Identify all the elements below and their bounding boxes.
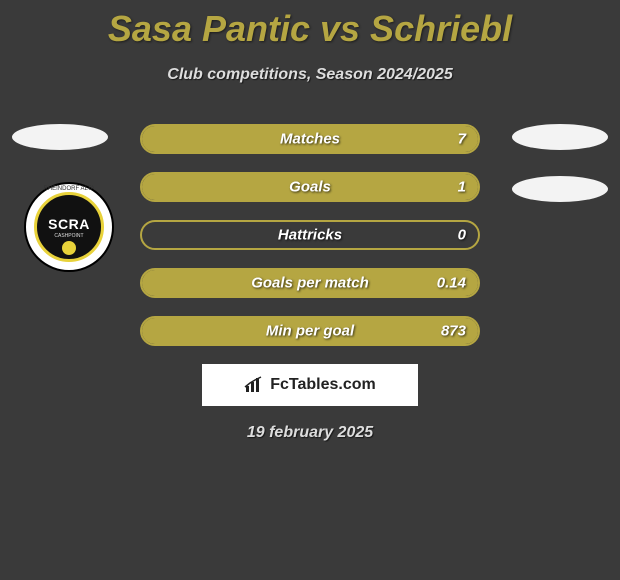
page-title: Sasa Pantic vs Schriebl <box>0 0 620 50</box>
badge-ball-icon <box>62 241 76 255</box>
date-text: 19 february 2025 <box>0 424 620 442</box>
brand-box[interactable]: FcTables.com <box>202 364 418 406</box>
stat-value: 873 <box>441 323 466 340</box>
stat-value: 0.14 <box>437 275 466 292</box>
avatar-placeholder-right-2 <box>512 176 608 202</box>
stat-value: 7 <box>458 131 466 148</box>
stat-label: Goals per match <box>251 275 369 292</box>
stat-label: Matches <box>280 131 340 148</box>
club-badge-scra: RHEINDORF ALTA SCRA CASHPOINT <box>24 182 114 272</box>
stat-row: Hattricks 0 <box>140 220 480 250</box>
avatar-placeholder-left <box>12 124 108 150</box>
stat-value: 1 <box>458 179 466 196</box>
bar-chart-icon <box>244 376 264 394</box>
badge-sub-text: CASHPOINT <box>54 233 83 239</box>
stat-label: Hattricks <box>278 227 342 244</box>
stat-row: Matches 7 <box>140 124 480 154</box>
club-badge-inner: SCRA CASHPOINT <box>34 192 104 262</box>
stat-row: Min per goal 873 <box>140 316 480 346</box>
stat-row: Goals 1 <box>140 172 480 202</box>
avatar-placeholder-right <box>512 124 608 150</box>
brand-text: FcTables.com <box>270 376 376 394</box>
stat-label: Min per goal <box>266 323 354 340</box>
stat-label: Goals <box>289 179 331 196</box>
badge-main-text: SCRA <box>48 216 90 232</box>
stat-value: 0 <box>458 227 466 244</box>
stat-row: Goals per match 0.14 <box>140 268 480 298</box>
subtitle: Club competitions, Season 2024/2025 <box>0 66 620 84</box>
